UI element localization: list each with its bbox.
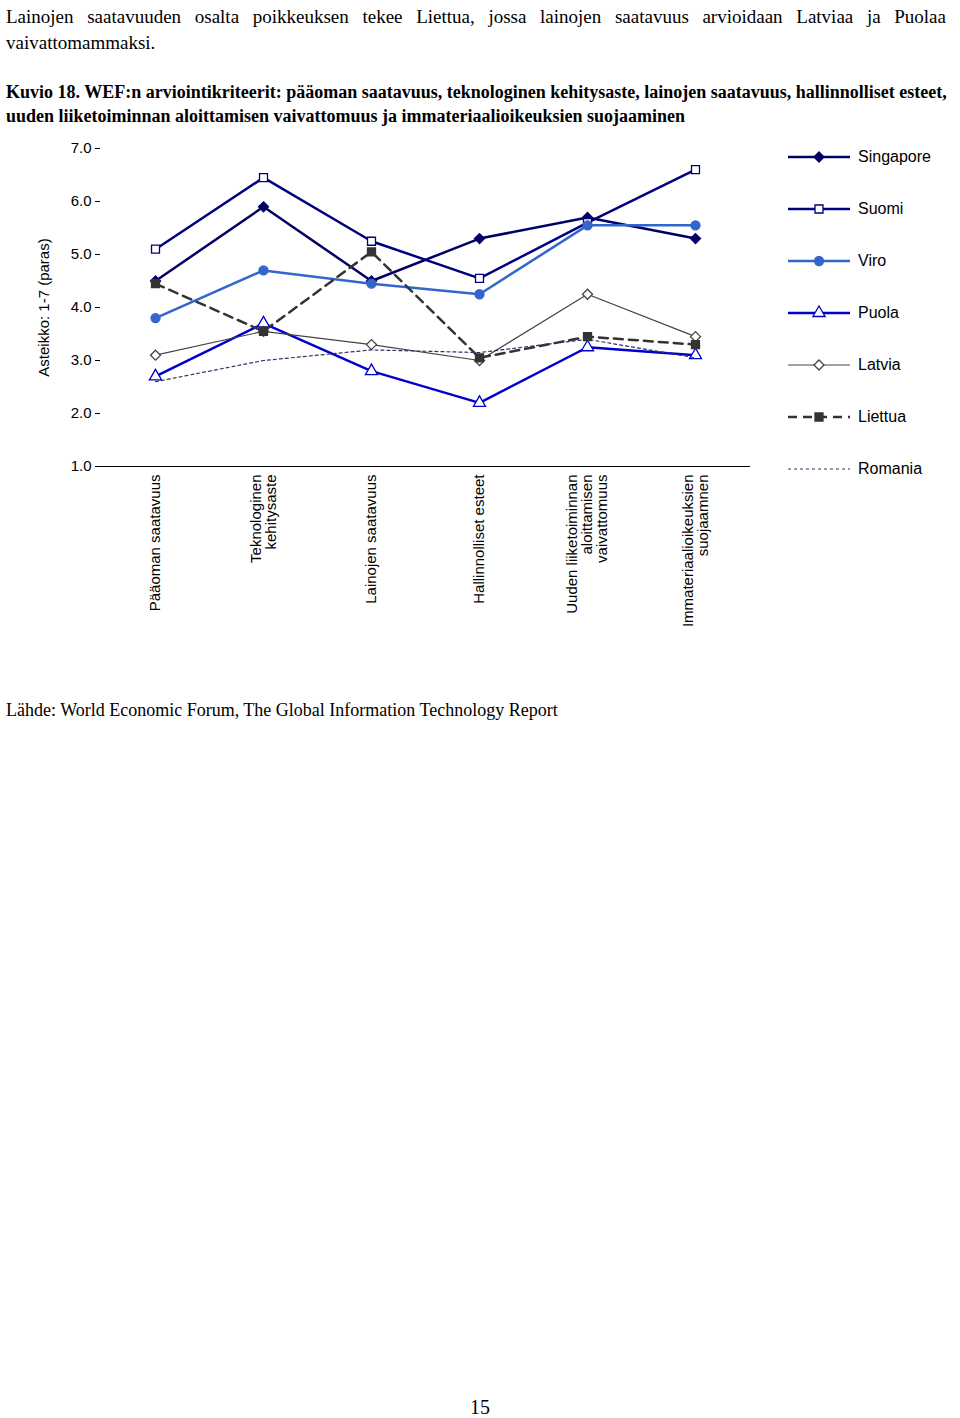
svg-text:Suomi: Suomi [858, 200, 903, 217]
svg-text:5.0: 5.0 [71, 245, 92, 262]
svg-text:Romania: Romania [858, 460, 922, 477]
html-text:15: 15 [470, 1396, 490, 1418]
svg-text:Uuden liiketoiminnanaloittamis: Uuden liiketoiminnanaloittamisenvaivatto… [563, 475, 610, 614]
svg-text:Singapore: Singapore [858, 148, 931, 165]
svg-text:3.0: 3.0 [71, 351, 92, 368]
svg-text:Lainojen saatavuus: Lainojen saatavuus [362, 475, 379, 604]
svg-text:1.0: 1.0 [71, 457, 92, 474]
svg-text:4.0: 4.0 [71, 298, 92, 315]
svg-text:7.0: 7.0 [71, 139, 92, 156]
svg-text:Latvia: Latvia [858, 356, 901, 373]
svg-text:Hallinnolliset esteet: Hallinnolliset esteet [470, 474, 487, 604]
html-text:Kuvio 18. WEF:n arviointikrite: Kuvio 18. WEF:n arviointikriteerit: pääo… [6, 82, 947, 126]
html-text:Lainojen saatavuuden osalta po: Lainojen saatavuuden osalta poikkeuksen … [6, 6, 946, 53]
svg-text:Liettua: Liettua [858, 408, 906, 425]
svg-text:Viro: Viro [858, 252, 886, 269]
svg-text:2.0: 2.0 [71, 404, 92, 421]
svg-text:Teknologinenkehitysaste: Teknologinenkehitysaste [247, 475, 279, 563]
svg-text:6.0: 6.0 [71, 192, 92, 209]
svg-text:Immateriaalioikeuksiensuojaamn: Immateriaalioikeuksiensuojaamnen [679, 475, 711, 628]
html-text:Lähde: World Economic Forum, T: Lähde: World Economic Forum, The Global … [6, 700, 558, 720]
svg-text:Pääoman saatavuus: Pääoman saatavuus [146, 475, 163, 612]
svg-text:Asteikko: 1-7 (paras): Asteikko: 1-7 (paras) [35, 238, 52, 376]
svg-text:Puola: Puola [858, 304, 899, 321]
